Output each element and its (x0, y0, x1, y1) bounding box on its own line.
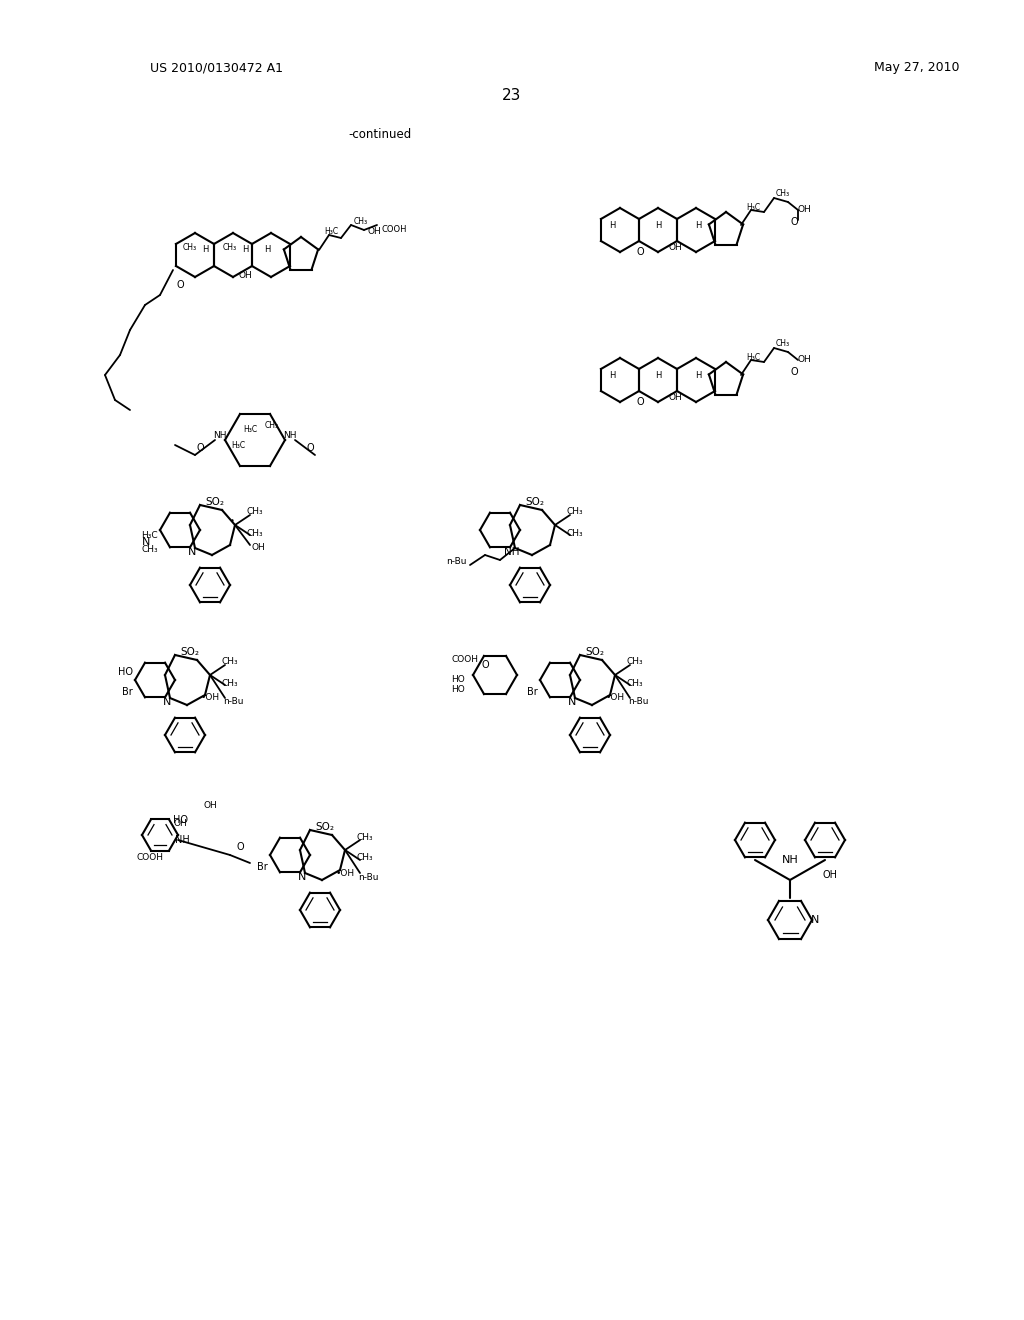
Text: OH: OH (668, 393, 682, 403)
Text: CH₃: CH₃ (265, 421, 280, 429)
Text: SO₂: SO₂ (315, 822, 335, 832)
Text: OH: OH (367, 227, 381, 236)
Text: -continued: -continued (348, 128, 412, 141)
Text: CH₃: CH₃ (221, 678, 239, 688)
Text: n-Bu: n-Bu (223, 697, 244, 706)
Text: CH₃: CH₃ (627, 678, 643, 688)
Text: •OH: •OH (336, 869, 354, 878)
Text: CH₃: CH₃ (566, 528, 584, 537)
Text: O: O (791, 216, 798, 227)
Text: HO: HO (452, 685, 465, 694)
Text: N: N (163, 697, 171, 708)
Text: n-Bu: n-Bu (446, 557, 467, 566)
Text: H₃C: H₃C (745, 202, 760, 211)
Text: OH: OH (251, 544, 265, 553)
Text: COOH: COOH (136, 853, 164, 862)
Text: US 2010/0130472 A1: US 2010/0130472 A1 (150, 62, 283, 74)
Text: 23: 23 (503, 87, 521, 103)
Text: O: O (636, 397, 644, 407)
Text: HO: HO (118, 667, 133, 677)
Text: H₃C: H₃C (745, 352, 760, 362)
Text: CH₃: CH₃ (627, 657, 643, 667)
Text: OH: OH (239, 271, 252, 280)
Text: O: O (636, 247, 644, 257)
Text: N: N (568, 697, 577, 708)
Text: H₃C: H₃C (243, 425, 257, 434)
Text: SO₂: SO₂ (525, 498, 545, 507)
Text: SO₂: SO₂ (586, 647, 604, 657)
Text: CH₃: CH₃ (356, 854, 374, 862)
Text: H: H (264, 246, 270, 255)
Text: H: H (609, 220, 615, 230)
Text: N: N (187, 546, 197, 557)
Text: CH₃: CH₃ (356, 833, 374, 842)
Text: SO₂: SO₂ (206, 498, 224, 507)
Text: NH: NH (175, 836, 189, 845)
Text: CH₃: CH₃ (776, 339, 791, 348)
Text: H₃C: H₃C (141, 531, 158, 540)
Text: CH₃: CH₃ (354, 218, 368, 227)
Text: H: H (609, 371, 615, 380)
Text: OH: OH (173, 818, 186, 828)
Text: SO₂: SO₂ (180, 647, 200, 657)
Text: CH₃: CH₃ (223, 243, 238, 252)
Text: Br: Br (257, 862, 268, 873)
Text: O: O (237, 842, 244, 851)
Text: H: H (242, 246, 248, 255)
Text: N: N (811, 915, 819, 925)
Text: CH₃: CH₃ (183, 243, 197, 252)
Text: Br: Br (527, 686, 538, 697)
Text: N: N (141, 537, 150, 546)
Text: HO: HO (452, 676, 465, 685)
Text: OH: OH (797, 355, 811, 364)
Text: n-Bu: n-Bu (357, 873, 378, 882)
Text: •OH: •OH (605, 693, 625, 702)
Text: OH: OH (822, 870, 838, 880)
Text: COOH: COOH (452, 656, 478, 664)
Text: H: H (695, 220, 701, 230)
Text: H₃C: H₃C (324, 227, 338, 236)
Text: CH₃: CH₃ (221, 657, 239, 667)
Text: NH: NH (504, 546, 520, 557)
Text: CH₃: CH₃ (141, 545, 158, 554)
Text: CH₃: CH₃ (776, 190, 791, 198)
Text: OH: OH (668, 243, 682, 252)
Text: COOH: COOH (381, 226, 407, 235)
Text: O: O (306, 444, 313, 453)
Text: •OH: •OH (201, 693, 219, 702)
Text: O: O (176, 280, 184, 290)
Text: NH: NH (781, 855, 799, 865)
Text: n-Bu: n-Bu (628, 697, 648, 706)
Text: Br: Br (122, 686, 133, 697)
Text: May 27, 2010: May 27, 2010 (874, 62, 959, 74)
Text: OH: OH (797, 206, 811, 214)
Text: NH: NH (213, 430, 226, 440)
Text: OH: OH (203, 800, 217, 809)
Text: phenyl: phenyl (194, 605, 226, 615)
Text: CH₃: CH₃ (247, 528, 263, 537)
Text: CH₃: CH₃ (566, 507, 584, 516)
Text: CH₃: CH₃ (247, 507, 263, 516)
Text: O: O (481, 660, 488, 671)
Text: H: H (654, 371, 662, 380)
Text: H₃C: H₃C (230, 441, 245, 450)
Text: H: H (654, 220, 662, 230)
Text: H: H (202, 246, 208, 255)
Text: O: O (197, 444, 204, 453)
Text: N: N (298, 873, 306, 882)
Text: HO: HO (172, 814, 187, 825)
Text: O: O (791, 367, 798, 378)
Text: •: • (229, 517, 234, 527)
Text: H: H (695, 371, 701, 380)
Text: NH: NH (284, 430, 297, 440)
